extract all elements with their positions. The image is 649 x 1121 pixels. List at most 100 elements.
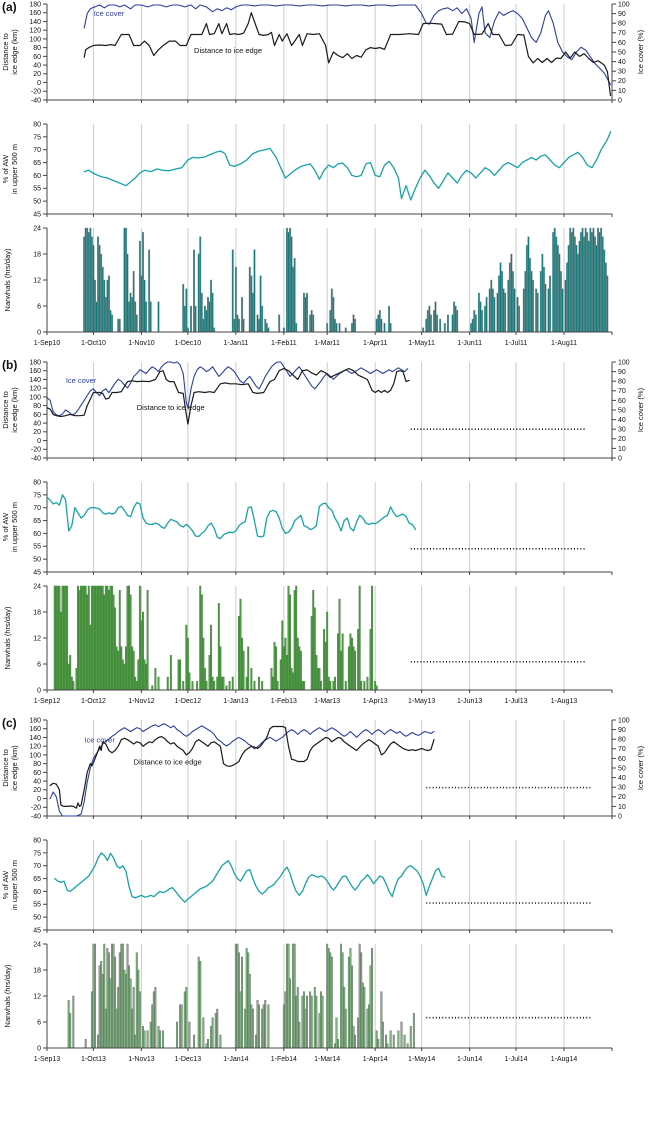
narwhal-bar [583, 236, 586, 333]
narwhal-bar [282, 327, 285, 333]
narwhal-bar [75, 668, 78, 691]
y-tick-label: 75 [33, 134, 41, 141]
right-y-axis-title: Ice cover (%) [636, 745, 645, 790]
narwhal-bar [131, 646, 134, 691]
narwhal-bar [383, 323, 386, 333]
right-y-tick-label: 40 [618, 775, 626, 782]
x-tick-label: 1-Sep10 [34, 340, 61, 347]
narwhal-bar [265, 323, 268, 333]
narwhal-bar [380, 991, 383, 1049]
narwhal-bar [92, 943, 95, 1049]
x-tick-label: 1-Oct12 [81, 698, 106, 705]
narwhal-bar [142, 611, 144, 691]
y-axis-title: in upper 500 m [10, 860, 19, 910]
narwhal-bar [552, 232, 555, 333]
narwhal-bar [479, 301, 482, 333]
y-tick-label: 100 [29, 394, 41, 401]
narwhal-bar [210, 279, 213, 333]
narwhal-bar [306, 995, 308, 1049]
narwhal-bar [97, 1034, 100, 1049]
narwhal-bar [295, 323, 298, 333]
y-tick-label: 40 [33, 420, 41, 427]
y-axis-title: Distance to [1, 391, 10, 429]
narwhal-bar [239, 991, 242, 1049]
narwhal-bar [101, 585, 104, 691]
x-tick-label: 1-Jul14 [505, 1056, 528, 1063]
narwhal-bar [275, 646, 278, 691]
narwhal-bar [443, 323, 446, 333]
narwhal-bar [64, 585, 67, 691]
narwhal-bar [135, 681, 138, 691]
narwhal-bar [109, 978, 112, 1049]
y-axis-title: in upper 500 m [10, 144, 19, 194]
y-tick-label: 140 [29, 19, 41, 26]
narwhal-bar [151, 685, 154, 691]
narwhal-bar [120, 943, 123, 1049]
y-tick-label: 0 [37, 1045, 41, 1052]
narwhal-bar [580, 232, 582, 333]
narwhal-bar [285, 655, 288, 691]
narwhal-bar [544, 284, 547, 333]
narwhal-bar [555, 236, 558, 333]
narwhal-bar [351, 637, 353, 691]
narwhal-bar [264, 318, 267, 333]
narwhal-bar [352, 1026, 355, 1049]
narwhal-bar [312, 314, 315, 333]
narwhal-bar [256, 314, 259, 333]
narwhal-bar [369, 965, 372, 1049]
y-tick-label: 0 [37, 687, 41, 694]
y-tick-label: 6 [37, 661, 41, 668]
narwhal-bar [491, 288, 494, 333]
right-y-tick-label: 30 [618, 427, 626, 434]
y-tick-label: 140 [29, 377, 41, 384]
narwhal-bar [145, 301, 148, 333]
y-tick-label: 24 [33, 583, 41, 590]
narwhal-bar [114, 607, 117, 691]
narwhal-bar [341, 633, 344, 691]
narwhal-bar [210, 1026, 213, 1049]
right-y-tick-label: 90 [618, 727, 626, 734]
narwhal-bar [84, 585, 87, 691]
narwhal-bar [284, 637, 287, 691]
y-tick-label: 160 [29, 10, 41, 17]
narwhal-bar [121, 943, 124, 1049]
y-tick-label: 75 [33, 850, 41, 857]
narwhal-bar [104, 1008, 107, 1049]
narwhal-bar [354, 650, 356, 691]
narwhal-bar [360, 952, 363, 1049]
narwhal-bar [581, 227, 584, 333]
narwhal-bar [117, 987, 120, 1049]
narwhal-bar [77, 585, 79, 691]
narwhal-bar [558, 253, 561, 333]
narwhal-bar [72, 995, 75, 1049]
narwhal-bar [137, 659, 140, 691]
narwhal-bar [131, 297, 134, 333]
narwhal-bar [100, 253, 103, 333]
y-tick-label: 6 [37, 303, 41, 310]
x-tick-label: 1-Nov12 [128, 698, 155, 705]
narwhal-bar [330, 956, 333, 1049]
narwhal-bar [100, 961, 103, 1049]
y-axis-title: % of AW [1, 512, 10, 541]
narwhal-bar [434, 301, 437, 333]
y-tick-label: 160 [29, 726, 41, 733]
narwhal-bar [389, 1030, 392, 1049]
narwhal-bar [140, 275, 143, 333]
x-tick-label: 1-May13 [408, 698, 435, 705]
narwhal-bar [118, 952, 121, 1049]
narwhal-bar [556, 245, 559, 333]
narwhal-bar [598, 232, 601, 333]
right-y-tick-label: 60 [618, 398, 626, 405]
x-tick-label: 1-May11 [408, 340, 435, 347]
narwhal-bar [344, 1008, 347, 1049]
narwhal-bar [169, 655, 172, 691]
narwhal-bar [316, 668, 319, 691]
right-y-tick-label: 60 [618, 756, 626, 763]
narwhal-bar [429, 314, 432, 333]
narwhal-bar [81, 585, 84, 691]
narwhal-bar [199, 961, 202, 1049]
narwhal-bar [186, 637, 189, 691]
narwhal-bar [124, 974, 127, 1049]
narwhal-bar [315, 995, 318, 1049]
